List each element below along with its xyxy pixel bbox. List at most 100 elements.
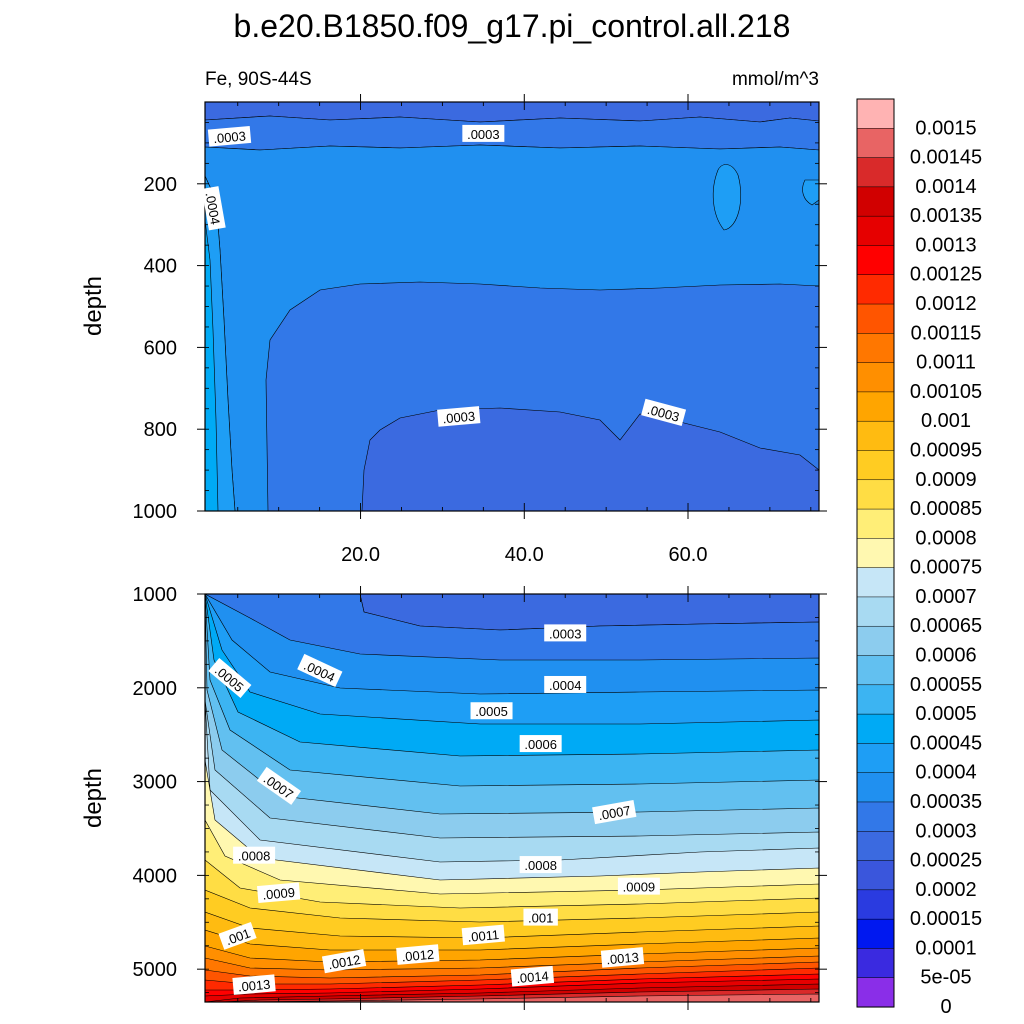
contour-label: .0003 [437,406,481,427]
lower-band-group [205,594,819,1002]
contour-label: .0008 [233,846,276,864]
contour-label-text: .0004 [549,678,582,693]
colorbar-swatch [856,948,895,979]
colorbar-label: 0.00065 [910,615,982,637]
colorbar-label: 0.00095 [910,439,982,461]
colorbar-label: 0.0012 [915,293,976,315]
colorbar-swatch [856,567,895,598]
colorbar-label: 0.0004 [915,762,976,784]
contour-label-bg [218,922,257,950]
contour-label-text: .0008 [524,858,557,873]
colorbar-swatch [856,420,895,452]
lower-y-ticks: 1000 2000 3000 4000 5000 [133,584,827,994]
contour-label-text: .0011 [467,927,500,945]
colorbar-swatch [856,157,895,188]
upper-bottom-band [361,407,819,511]
contour-label-bg [297,653,343,688]
y-tick-label: 3000 [133,772,178,794]
colorbar-swatch [856,538,895,569]
contour-label-text: .0005 [475,704,508,719]
colorbar-label: 0.00085 [910,498,982,520]
colorbar-swatch [856,889,895,920]
contour-label: .0007 [592,800,637,825]
contour-label-text: .0014 [516,968,550,986]
contour-label-text: .0006 [524,737,557,752]
colorbar-label: 0 [940,996,951,1018]
y-tick-label: 2000 [133,678,178,700]
colorbar: 0.0015 0.00145 0.0014 0.00135 0.0013 0.00125 0… [856,98,982,1018]
lower-frame [204,593,820,1003]
contour-label: .0005 [470,702,513,720]
upper-y-ticks: 200 400 600 800 1000 [133,101,827,523]
variable-label: Fe, 90S-44S [205,69,312,90]
lower-y-axis-label: depth [80,768,107,828]
colorbar-label: 0.0015 [915,117,976,139]
colorbar-swatch [856,713,895,744]
contour-label: .0012 [321,949,367,974]
contour-label: .0013 [600,947,645,968]
contour-label-text: .0013 [237,977,271,995]
colorbar-swatch [856,655,895,686]
colorbar-swatch [856,215,895,247]
colorbar-label: 0.0008 [915,527,976,549]
contour-label-text: .0003 [213,128,247,146]
contour-label-bg [519,735,562,753]
contour-label-bg [207,125,252,147]
x-tick-label: 20.0 [341,544,380,566]
colorbar-label: 5e-05 [920,967,971,989]
colorbar-swatch [856,245,895,276]
contour-label-text: .0008 [238,849,271,864]
lower-panel: 1000 2000 3000 4000 5000 .0003 .0004 .0005 .000… [80,584,827,1010]
contour-label-bg [641,398,687,427]
y-tick-label: 1000 [133,501,178,523]
contour-label: .0004 [544,675,587,693]
contour-label: .0014 [510,965,555,987]
contour-label-bg [462,124,505,142]
colorbar-label: 0.00145 [910,147,982,169]
colorbar-label: 0.00125 [910,264,982,286]
colorbar-label: 0.0003 [915,820,976,842]
contour-label-bg [523,908,558,926]
upper-y-axis-label: depth [80,276,107,336]
contour-label: .0012 [396,944,440,965]
contour-label: .0003 [544,624,587,642]
contour-label-bg [617,877,660,895]
colorbar-swatch [856,128,895,159]
contour-label-text: .0009 [262,885,296,903]
contour-label: .0003 [462,124,505,142]
colorbar-label: 0.00105 [910,381,982,403]
colorbar-label: 0.0011 [916,352,976,374]
contour-label-bg [470,702,513,720]
colorbar-frame [856,98,895,1008]
upper-blob-1 [712,164,741,231]
colorbar-swatch [856,625,895,657]
upper-025-band [205,115,819,151]
colorbar-swatch [856,918,895,949]
lower-contour-labels: .0003.0004.0005.0004.0005.0006.0007.0007… [208,624,660,995]
contour-label-text: .0003 [442,409,476,427]
colorbar-label: 0.00075 [910,557,982,579]
colorbar-label: 0.00025 [910,850,982,872]
colorbar-swatch [856,274,895,305]
colorbar-label: 0.00045 [910,732,982,754]
colorbar-swatch [856,508,895,539]
colorbar-label: 0.00035 [910,791,982,813]
contour-label-bg [544,624,587,642]
colorbar-label: 0.0007 [915,586,976,608]
colorbar-swatch [856,479,895,510]
y-tick-label: 200 [144,174,177,196]
contour-label-text: .0003 [467,127,500,142]
contour-label: .0011 [461,924,505,946]
contour-label-bg [256,766,302,805]
colorbar-label: 0.0009 [915,469,976,491]
x-tick-label: 60.0 [669,544,708,566]
contour-label-bg [201,186,226,231]
contour-label-bg [321,949,367,974]
colorbar-swatch [856,186,895,217]
y-tick-label: 4000 [133,865,178,887]
lower-x-ticks [237,586,812,1010]
contour-label: .0009 [617,877,660,895]
upper-blob-2 [802,179,819,206]
contour-label-bg [461,924,505,946]
